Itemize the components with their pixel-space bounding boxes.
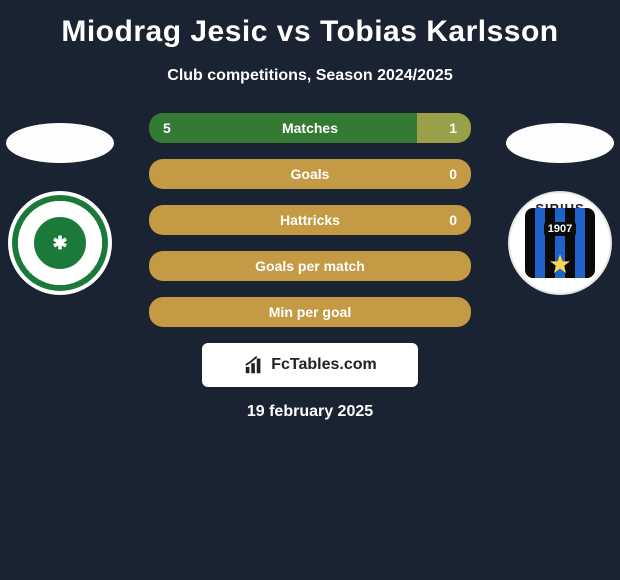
stat-label: Goals bbox=[291, 166, 330, 182]
brand-chart-icon bbox=[243, 354, 265, 376]
club-badge-left-inner: ✱ bbox=[31, 214, 89, 272]
club-right-star-icon: ★ bbox=[548, 249, 571, 280]
brand-card[interactable]: FcTables.com bbox=[202, 343, 418, 387]
brand-text: FcTables.com bbox=[271, 356, 377, 374]
club-right-shield: 1907 ★ bbox=[525, 208, 595, 278]
player-left-column: ✱ bbox=[0, 113, 120, 295]
stat-value-right: 1 bbox=[449, 120, 457, 136]
stat-bar-fill-right bbox=[417, 113, 471, 143]
page-title: Miodrag Jesic vs Tobias Karlsson bbox=[61, 15, 558, 49]
comparison-row: ✱ 5 1 Matches 0 Goals 0 Hattricks Goals per mat… bbox=[0, 113, 620, 327]
stat-value-left: 5 bbox=[163, 120, 171, 136]
stat-label: Hattricks bbox=[280, 212, 340, 228]
club-badge-left: ✱ bbox=[8, 191, 112, 295]
stat-label: Min per goal bbox=[269, 304, 351, 320]
club-right-year: 1907 bbox=[544, 222, 576, 236]
club-badge-left-glyph: ✱ bbox=[52, 233, 67, 254]
stat-bar: 0 Goals bbox=[149, 159, 471, 189]
stat-bars: 5 1 Matches 0 Goals 0 Hattricks Goals per match… bbox=[135, 113, 485, 327]
stat-bar: Goals per match bbox=[149, 251, 471, 281]
stat-label: Goals per match bbox=[255, 258, 365, 274]
player-left-silhouette bbox=[6, 123, 114, 163]
stat-value-right: 0 bbox=[449, 166, 457, 182]
club-badge-right: SIRIUS 1907 ★ bbox=[508, 191, 612, 295]
stat-bar: 0 Hattricks bbox=[149, 205, 471, 235]
player-right-column: SIRIUS 1907 ★ bbox=[500, 113, 620, 295]
stat-bar: Min per goal bbox=[149, 297, 471, 327]
stat-value-right: 0 bbox=[449, 212, 457, 228]
stat-bar: 5 1 Matches bbox=[149, 113, 471, 143]
stat-label: Matches bbox=[282, 120, 338, 136]
date-label: 19 february 2025 bbox=[247, 403, 373, 421]
player-right-silhouette bbox=[506, 123, 614, 163]
subtitle: Club competitions, Season 2024/2025 bbox=[167, 67, 452, 85]
